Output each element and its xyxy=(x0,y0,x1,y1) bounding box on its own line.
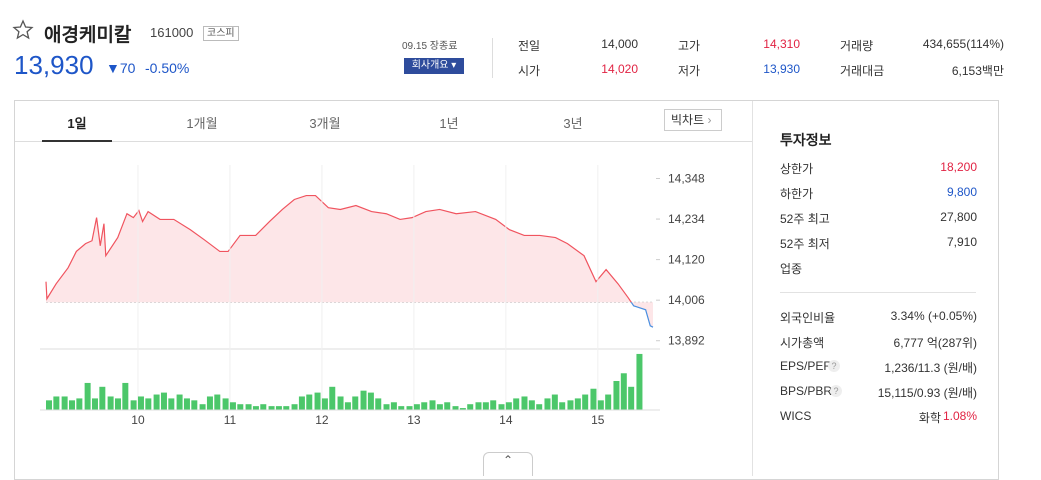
info-label: 52주 최고 xyxy=(780,212,830,226)
info-value: 7,910 xyxy=(946,235,977,249)
down-arrow: ▼ xyxy=(106,60,120,76)
change: ▼70 xyxy=(106,60,135,76)
big-chart-label: 빅차트 xyxy=(671,113,705,127)
info-value: 27,800 xyxy=(940,210,977,224)
panel-divider xyxy=(752,101,753,476)
info-label: 52주 최저 xyxy=(780,237,830,251)
stat-label: 시가 xyxy=(518,64,541,78)
divider xyxy=(492,38,493,78)
info-value: 18,200 xyxy=(940,160,977,174)
info-label: 하한가 xyxy=(780,187,814,201)
star-icon[interactable] xyxy=(12,19,34,41)
info-label: 상한가 xyxy=(780,162,814,176)
change-value: 70 xyxy=(119,60,136,76)
tab[interactable]: 1일 xyxy=(67,116,87,131)
stat-label: 고가 xyxy=(678,39,701,53)
market-status: 09.15 장종료 xyxy=(402,41,458,52)
chart-box xyxy=(14,100,999,480)
stat-label: 전일 xyxy=(518,39,541,53)
info-label: 업종 xyxy=(780,262,803,276)
tab[interactable]: 3개월 xyxy=(309,116,341,131)
info-value: 3.34% (+0.05%) xyxy=(890,309,977,323)
stat-label: 거래량 xyxy=(840,39,874,53)
stat-value: 13,930 xyxy=(763,62,800,76)
info-value: 15,115/0.93 (원/배) xyxy=(877,386,977,400)
big-chart-button[interactable]: 빅차트 › xyxy=(664,109,722,131)
info-separator xyxy=(780,292,976,293)
info-label: EPS/PER xyxy=(780,359,833,373)
company-button[interactable]: 회사개요 ▾ xyxy=(404,58,464,74)
active-tab-underline xyxy=(42,140,112,142)
info-extra: 1.08% xyxy=(942,409,977,423)
tab[interactable]: 1년 xyxy=(439,116,459,131)
info-label: WICS xyxy=(780,409,812,423)
stat-label: 저가 xyxy=(678,64,701,78)
help-icon: ? xyxy=(828,360,840,372)
info-label: 시가총액 xyxy=(780,336,825,350)
price: 13,930 xyxy=(14,50,94,80)
stat-label: 거래대금 xyxy=(840,64,885,78)
company-button-label: 회사개요 xyxy=(411,60,449,71)
stat-value: 14,310 xyxy=(763,37,800,51)
tab[interactable]: 3년 xyxy=(563,116,583,131)
tab[interactable]: 1개월 xyxy=(186,116,218,131)
tab-line xyxy=(15,141,752,142)
stat-value: 6,153백만 xyxy=(951,64,1004,78)
market-badge: 코스피 xyxy=(203,26,239,41)
stat-value: 14,020 xyxy=(601,62,638,76)
change-rate: -0.50% xyxy=(145,60,190,76)
info-value: 9,800 xyxy=(946,185,977,199)
info-label: 외국인비율 xyxy=(780,311,836,325)
info-value: 1,236/11.3 (원/배) xyxy=(884,361,977,375)
stat-value: 14,000 xyxy=(601,37,638,51)
info-value: 화학 xyxy=(918,411,941,425)
stock-name: 애경케미칼 xyxy=(44,25,132,46)
stat-value: 434,655(114%) xyxy=(922,37,1004,51)
collapse-toggle[interactable]: ⌃ xyxy=(483,452,533,476)
help-icon: ? xyxy=(830,385,842,397)
info-title: 투자정보 xyxy=(780,132,832,148)
info-value: 6,777 억(287위) xyxy=(893,336,977,350)
stock-code: 161000 xyxy=(150,25,194,40)
info-label: BPS/PBR xyxy=(780,384,833,398)
